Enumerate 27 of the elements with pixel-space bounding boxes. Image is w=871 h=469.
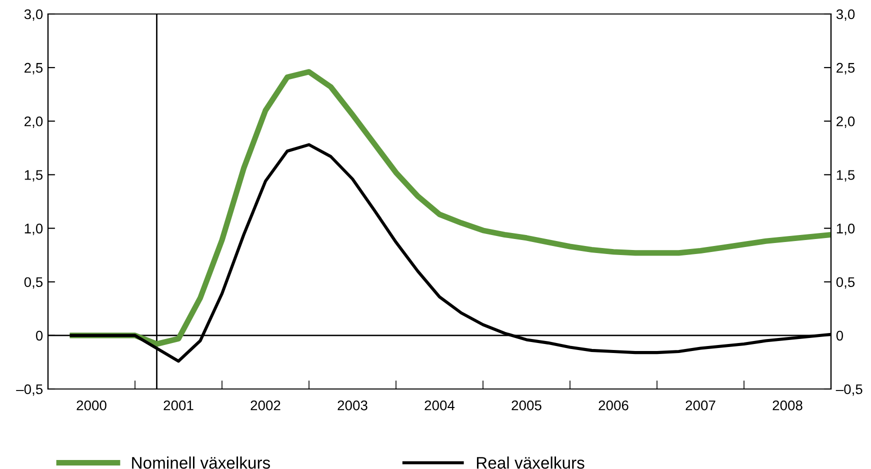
y2-tick-label: 2,5	[836, 62, 855, 74]
x-tick-label: 2005	[512, 400, 542, 410]
x-tick-label: 2002	[250, 400, 280, 410]
y-tick-label: 3,0	[24, 9, 43, 21]
y-tick-label: 1,5	[24, 170, 43, 182]
y2-tick-label: 2,0	[836, 116, 855, 128]
y2-tick-label: 1,0	[836, 224, 855, 236]
x-tick-label: 2000	[76, 400, 106, 410]
x-tick-label: 2003	[338, 400, 368, 410]
y2-tick-label: 0	[836, 330, 844, 341]
y-tick-label: 0,5	[24, 277, 43, 289]
x-tick-label: 2006	[598, 400, 628, 410]
y-tick-label: 0	[36, 330, 43, 341]
y-tick-label: 1,0	[24, 224, 43, 236]
y2-tick-label: 3,0	[836, 9, 855, 21]
legend-label: Nominell växelkurs	[132, 456, 270, 469]
y2-tick-label: 0,5	[836, 277, 855, 289]
y-tick-label: 2,0	[24, 116, 43, 128]
x-tick-label: 2001	[164, 400, 194, 410]
x-tick-label: 2004	[424, 400, 455, 410]
legend-label: Real växelkurs	[476, 456, 584, 469]
y2-tick-label: 1,5	[836, 170, 855, 182]
x-tick-label: 2007	[686, 400, 716, 410]
y-tick-label: 2,5	[24, 62, 43, 74]
x-tick-label: 2008	[772, 400, 802, 410]
y2-tick-label: –0,5	[836, 384, 862, 396]
y-tick-label: –0,5	[16, 384, 43, 396]
